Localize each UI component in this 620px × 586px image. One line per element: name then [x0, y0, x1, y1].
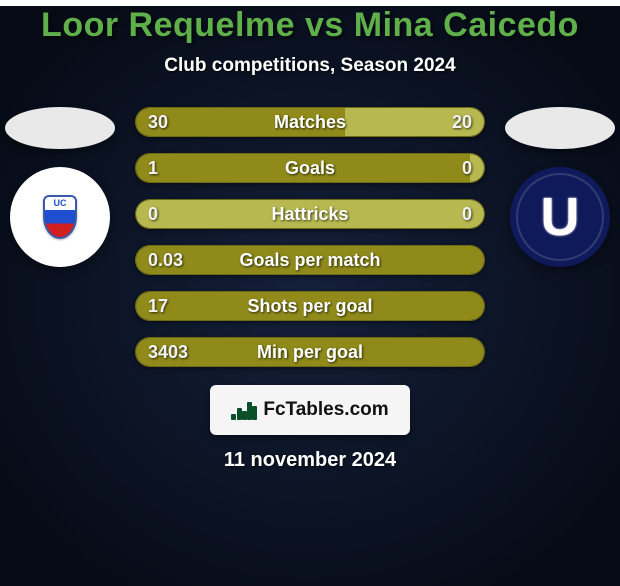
player-b-club-badge: U — [510, 167, 610, 267]
stat-row: Goals per match0.03 — [135, 245, 485, 275]
player-a-silhouette — [5, 107, 115, 149]
stat-row: Matches3020 — [135, 107, 485, 137]
stat-seg-left — [136, 154, 470, 182]
stat-bars: Matches3020 Goals10 Hattricks00 Goals per m… — [135, 107, 485, 383]
subtitle: Club competitions, Season 2024 — [0, 55, 620, 77]
stat-row: Hattricks00 — [135, 199, 485, 229]
brand-chart-bar — [231, 414, 236, 420]
stat-seg-left — [136, 108, 345, 136]
stat-track — [136, 292, 484, 320]
uc-shield-icon: UC — [43, 195, 77, 239]
player-a-club-badge: UC — [10, 167, 110, 267]
stat-seg-left — [136, 246, 484, 274]
brand-chart-icon — [231, 400, 257, 420]
stat-track — [136, 108, 484, 136]
player-b-silhouette — [505, 107, 615, 149]
stat-seg-right — [345, 108, 484, 136]
brand-chart-bar — [237, 408, 242, 420]
brand-chart-bar — [252, 406, 257, 420]
stat-track — [136, 154, 484, 182]
date-line: 11 november 2024 — [0, 449, 620, 472]
brand-text: FcTables.com — [263, 399, 388, 421]
brand-badge: FcTables.com — [210, 385, 410, 435]
stat-track — [136, 338, 484, 366]
title-vs: vs — [305, 6, 344, 44]
stat-seg-left — [136, 200, 310, 228]
infographic: Loor Requelme vs Mina Caicedo Club compe… — [0, 6, 620, 586]
ldu-letter-icon: U — [541, 186, 580, 248]
player-b-slot: U — [500, 107, 620, 267]
stat-row: Goals10 — [135, 153, 485, 183]
stat-row: Shots per goal17 — [135, 291, 485, 321]
player-a-slot: UC — [0, 107, 120, 267]
stat-seg-right — [310, 200, 484, 228]
stat-seg-left — [136, 292, 484, 320]
stat-track — [136, 200, 484, 228]
comparison-arena: UC U Matches3020 Goals10 Hattricks00 Goals … — [0, 107, 620, 377]
brand-chart-bar — [242, 411, 247, 420]
stat-row: Min per goal3403 — [135, 337, 485, 367]
title-player-a: Loor Requelme — [41, 6, 295, 44]
stat-seg-right — [470, 154, 484, 182]
stat-track — [136, 246, 484, 274]
title-player-b: Mina Caicedo — [354, 6, 579, 44]
stat-seg-left — [136, 338, 484, 366]
page-title: Loor Requelme vs Mina Caicedo — [0, 6, 620, 45]
